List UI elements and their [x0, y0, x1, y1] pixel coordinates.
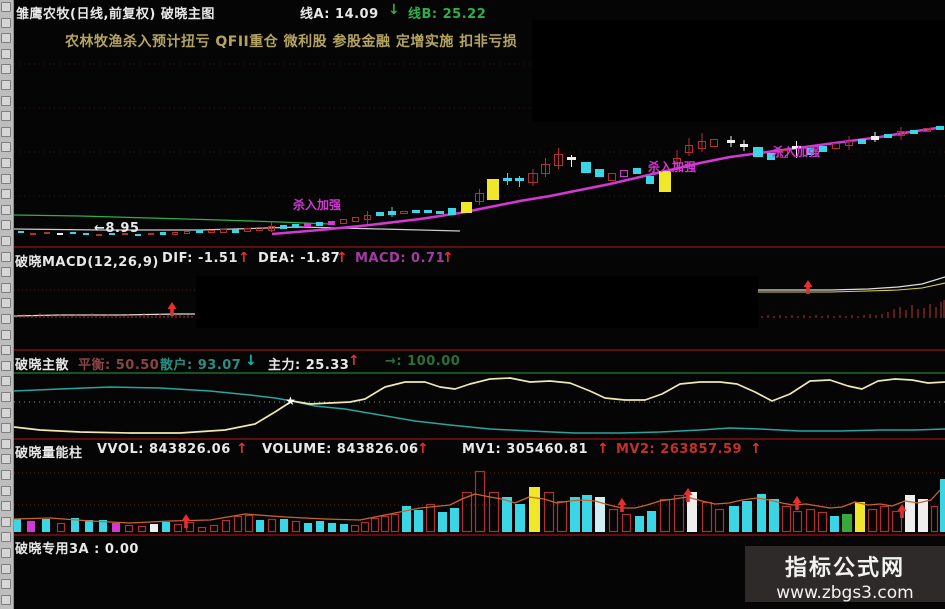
toolbar-button[interactable] [1, 126, 11, 137]
toolbar-button[interactable] [1, 17, 11, 28]
signal-label: 杀入加强 [293, 198, 342, 212]
toolbar-button[interactable] [1, 142, 11, 153]
volume-value: VOLUME: 843826.06 [262, 442, 419, 457]
toolbar-button[interactable] [1, 314, 11, 324]
toolbar-button[interactable] [1, 376, 11, 387]
watermark-box: 指标公式网 www.zbgs3.com [745, 546, 945, 603]
toolbar-button[interactable] [1, 158, 11, 168]
mv1-up-arrow-icon: ↑ [597, 441, 610, 457]
zhusan-panel-title: 破晓主散 [15, 358, 70, 373]
toolbar-button[interactable] [1, 563, 11, 574]
svg-text:★: ★ [285, 394, 296, 408]
toolbar-button[interactable] [1, 594, 11, 605]
vvol-up-arrow-icon: ↑ [236, 441, 249, 457]
macd-dif-value: DIF: -1.51 [162, 251, 238, 266]
zhusan-sanhu-value: 散户: 93.07 [160, 358, 242, 373]
toolbar-button[interactable] [1, 438, 11, 449]
toolbar-button[interactable] [1, 236, 11, 246]
zhusan-extra-value: →: 100.00 [385, 354, 461, 369]
toolbar-button[interactable] [1, 189, 11, 200]
toolbar-button[interactable] [1, 64, 11, 75]
vvol-value: VVOL: 843826.06 [97, 442, 231, 457]
toolbar-button[interactable] [1, 579, 11, 590]
price-annotation: ←8.95 [94, 221, 140, 236]
toolbar-button[interactable] [1, 407, 11, 418]
toolbar-button[interactable] [1, 251, 11, 262]
volume-up-arrow-icon: ↑ [417, 441, 430, 457]
toolbar-button[interactable] [1, 345, 11, 356]
toolbar-button[interactable] [1, 33, 11, 44]
toolbar-button[interactable] [1, 485, 11, 496]
concept-tags: 农林牧渔杀入预计扭亏 QFII重仓 微利股 参股金融 定增实施 扣非亏损 [65, 34, 518, 50]
toolbar-button[interactable] [1, 298, 11, 309]
zhusan-sanhu-down-arrow-icon: ↓ [245, 353, 258, 369]
macd-panel-title: 破晓MACD(12,26,9) [15, 255, 159, 270]
threea-panel-title: 破晓专用3A : 0.00 [15, 542, 139, 557]
line-a-value: 线A: 14.09 [300, 7, 379, 22]
volume-panel-title: 破晓量能柱 [15, 446, 83, 461]
censor-overlay-main [532, 20, 945, 122]
toolbar-button[interactable] [1, 48, 11, 59]
toolbar-button[interactable] [1, 204, 11, 215]
line-a-down-arrow-icon: ↓ [388, 2, 401, 18]
signal-label: 杀入加强 [772, 145, 821, 159]
toolbar-button[interactable] [1, 423, 11, 434]
mv2-value: MV2: 263857.59 [616, 442, 743, 457]
zhusan-zhuli-value: 主力: 25.33 [268, 358, 350, 373]
macd-up-arrow-icon: ↑ [442, 250, 455, 266]
toolbar-button[interactable] [1, 548, 11, 558]
toolbar-button[interactable] [1, 220, 11, 231]
toolbar-button[interactable] [1, 80, 11, 90]
watermark-site-name: 指标公式网 [784, 556, 905, 581]
toolbar-button[interactable] [1, 501, 11, 512]
mv2-up-arrow-icon: ↑ [750, 441, 763, 457]
toolbar-button[interactable] [1, 392, 11, 402]
macd-dea-up-arrow-icon: ↑ [336, 250, 349, 266]
toolbar-button[interactable] [1, 532, 11, 543]
mv1-value: MV1: 305460.81 [462, 442, 589, 457]
toolbar-button[interactable] [1, 95, 11, 106]
line-b-value: 线B: 25.22 [408, 7, 487, 22]
left-toolbar [0, 0, 14, 609]
toolbar-button[interactable] [1, 173, 11, 184]
macd-dif-up-arrow-icon: ↑ [238, 250, 251, 266]
censor-overlay-macd [196, 276, 758, 328]
macd-dea-value: DEA: -1.87 [258, 251, 341, 266]
toolbar-button[interactable] [1, 360, 11, 371]
toolbar-button[interactable] [1, 111, 11, 122]
zhusan-pingheng-value: 平衡: 50.50 [78, 358, 160, 373]
toolbar-button[interactable] [1, 470, 11, 480]
watermark-url: www.zbgs3.com [776, 583, 914, 603]
zhusan-zhuli-up-arrow-icon: ↑ [348, 353, 361, 369]
toolbar-button[interactable] [1, 282, 11, 293]
signal-label: 杀入加强 [648, 160, 697, 174]
macd-macd-value: MACD: 0.71 [355, 251, 446, 266]
toolbar-button[interactable] [1, 516, 11, 527]
stock-title: 雏鹰农牧(日线,前复权) 破晓主图 [16, 7, 215, 22]
toolbar-button[interactable] [1, 2, 11, 12]
toolbar-button[interactable] [1, 454, 11, 465]
toolbar-button[interactable] [1, 267, 11, 278]
toolbar-button[interactable] [1, 329, 11, 340]
